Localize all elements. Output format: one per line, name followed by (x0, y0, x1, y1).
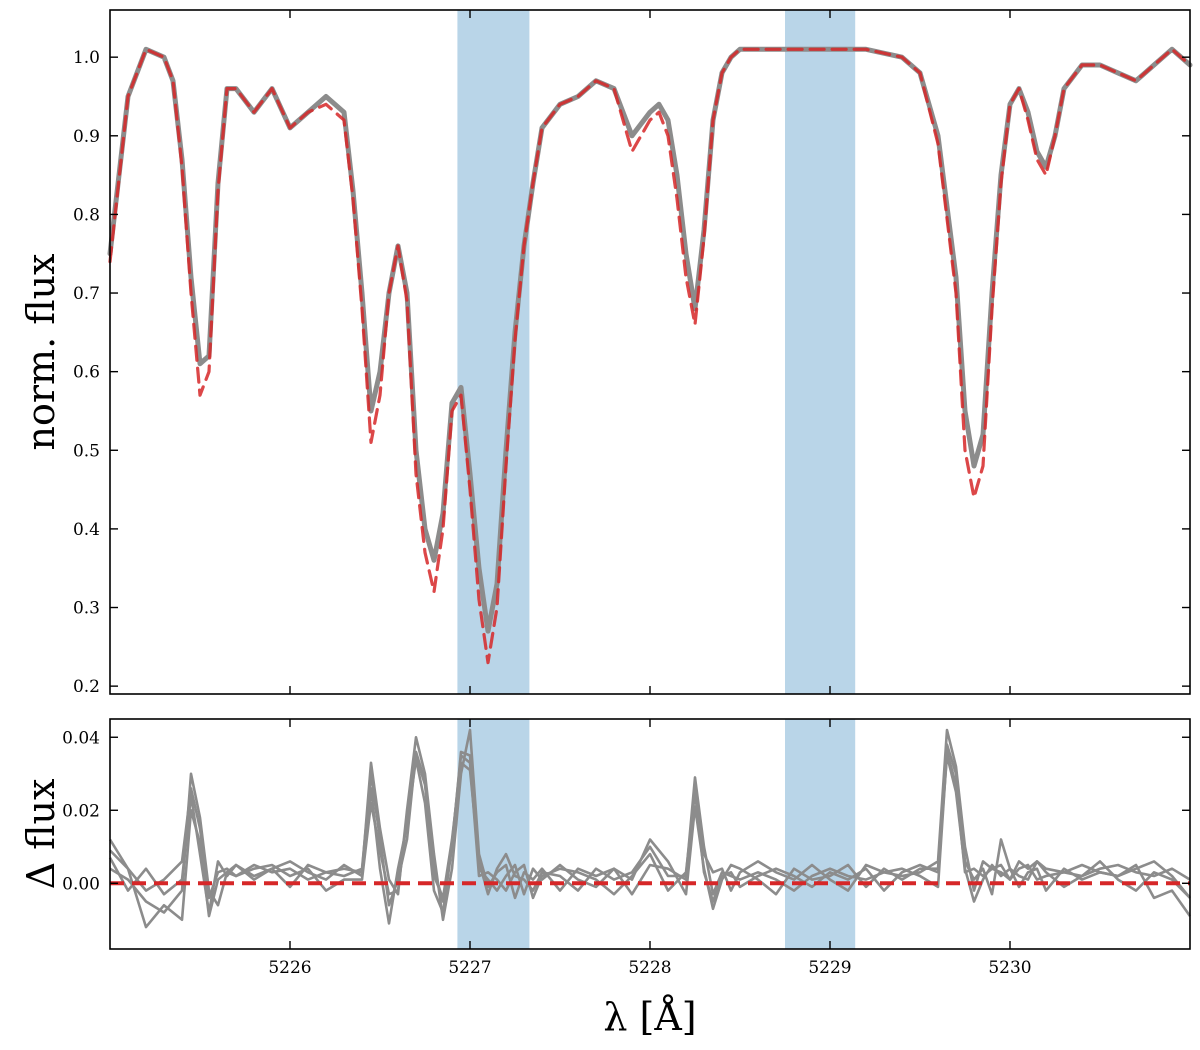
top-ylabel: norm. flux (19, 254, 63, 451)
ytick-label: 0.5 (73, 441, 100, 461)
bottom-ylabel: Δ flux (19, 779, 63, 890)
xtick-label: 5230 (988, 958, 1031, 978)
bottom-axes-frame (109, 718, 1191, 950)
bottom-panel: 0.00 0.02 0.04 5226 5227 5228 5229 5230 Δ flux… (19, 718, 1192, 1039)
shaded-region-2 (785, 719, 856, 949)
xlabel: λ [Å] (603, 995, 696, 1039)
top-ytick-labels: 0.2 0.3 0.4 0.5 0.6 0.7 0.8 0.9 1.0 (73, 48, 100, 697)
ytick-label: 0.02 (62, 801, 100, 821)
bottom-ytick-labels: 0.00 0.02 0.04 (62, 728, 100, 894)
ytick-label: 0.9 (73, 127, 100, 147)
bottom-ticks (110, 719, 1190, 949)
observed-spectrum-line (107, 46, 1193, 634)
xtick-label: 5227 (448, 958, 491, 978)
ytick-label: 0.4 (73, 520, 100, 540)
ytick-label: 0.2 (73, 677, 100, 697)
bottom-residual-lines (108, 728, 1192, 929)
residual-line-4 (109, 754, 1192, 929)
top-panel: 0.2 0.3 0.4 0.5 0.6 0.7 0.8 0.9 1.0 norm. flux (19, 9, 1193, 697)
ytick-label: 0.3 (73, 599, 100, 619)
top-ticks (110, 10, 1190, 694)
residual-line-3 (109, 728, 1192, 922)
bottom-xtick-labels: 5226 5227 5228 5229 5230 (268, 958, 1031, 978)
ytick-label: 0.8 (73, 205, 100, 225)
top-series-lines (107, 46, 1193, 665)
xtick-label: 5226 (268, 958, 311, 978)
ytick-label: 0.00 (62, 874, 100, 894)
shaded-region-2 (785, 10, 856, 694)
bottom-shaded-regions (457, 719, 856, 949)
shaded-region-1 (457, 10, 530, 694)
ytick-label: 1.0 (73, 48, 100, 68)
ytick-label: 0.6 (73, 363, 100, 383)
residual-line-2 (108, 743, 1191, 925)
xtick-label: 5228 (628, 958, 671, 978)
xtick-label: 5229 (808, 958, 851, 978)
top-shaded-regions (457, 10, 856, 694)
ytick-label: 0.7 (73, 284, 100, 304)
ytick-label: 0.04 (62, 728, 100, 748)
model-spectrum-line (108, 47, 1192, 665)
